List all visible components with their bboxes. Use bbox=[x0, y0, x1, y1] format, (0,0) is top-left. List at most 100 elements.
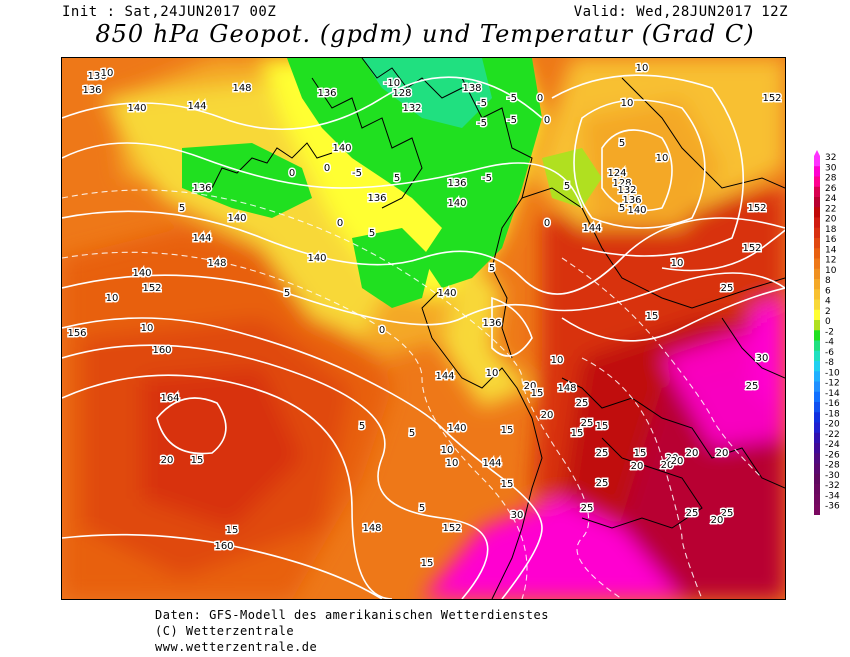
geopotential-label: 148 bbox=[232, 83, 251, 94]
legend-label: 12 bbox=[825, 256, 836, 266]
legend-label: -32 bbox=[825, 481, 840, 491]
legend-label: 8 bbox=[825, 276, 831, 286]
legend-swatch bbox=[814, 197, 820, 208]
geopotential-label: 138 bbox=[462, 83, 481, 94]
legend-swatch bbox=[814, 289, 820, 300]
geopotential-label: 144 bbox=[482, 458, 501, 469]
geopotential-label: 152 bbox=[142, 283, 161, 294]
weather-map: 136 136 140 144 148 136 140 136 140 144 140 148 140 1… bbox=[61, 57, 786, 600]
legend-label: 28 bbox=[825, 174, 837, 184]
legend-swatch bbox=[814, 156, 820, 167]
temperature-label: 25 bbox=[576, 398, 589, 409]
temperature-label: 25 bbox=[596, 478, 609, 489]
legend-label: -10 bbox=[825, 368, 840, 378]
legend-label: -4 bbox=[825, 338, 834, 348]
temperature-label: 20 bbox=[161, 455, 174, 466]
geopotential-label: 140 bbox=[307, 253, 326, 264]
copyright-notice: (C) Wetterzentrale bbox=[155, 624, 295, 638]
website-url: www.wetterzentrale.de bbox=[155, 640, 318, 654]
legend-swatch bbox=[814, 422, 820, 434]
legend-swatch bbox=[814, 279, 820, 290]
geopotential-label: 128 bbox=[392, 88, 411, 99]
legend-label: 26 bbox=[825, 184, 837, 194]
temperature-label: 20 bbox=[661, 460, 674, 471]
temperature-label: 10 bbox=[671, 258, 684, 269]
data-source-credit: Daten: GFS-Modell des amerikanischen Wet… bbox=[155, 608, 549, 622]
legend-label: -28 bbox=[825, 461, 840, 471]
legend-label: 2 bbox=[825, 307, 831, 317]
temperature-contours bbox=[62, 189, 763, 599]
temperature-label: 30 bbox=[756, 353, 769, 364]
geopotential-label: 140 bbox=[627, 205, 646, 216]
temperature-label: -5 bbox=[477, 118, 487, 129]
geopotential-label: 160 bbox=[152, 345, 171, 356]
geopotential-label: 140 bbox=[447, 198, 466, 209]
temperature-label: 20 bbox=[541, 410, 554, 421]
legend-swatch bbox=[814, 371, 820, 382]
geopotential-label: 152 bbox=[747, 203, 766, 214]
temperature-label: -5 bbox=[507, 115, 517, 126]
geopotential-label: 140 bbox=[132, 268, 151, 279]
geopotential-label: 144 bbox=[187, 101, 206, 112]
legend-swatch bbox=[814, 402, 820, 413]
legend-swatch bbox=[814, 309, 820, 321]
legend-swatch bbox=[814, 350, 820, 362]
geopotential-label: 156 bbox=[67, 328, 86, 339]
legend-label: -12 bbox=[825, 379, 840, 389]
legend-swatch bbox=[814, 340, 820, 352]
temperature-label: 15 bbox=[571, 428, 584, 439]
geopotential-label: 140 bbox=[437, 288, 456, 299]
legend-label: 16 bbox=[825, 235, 837, 245]
legend-swatch bbox=[814, 432, 820, 444]
geopotential-label: 136 bbox=[367, 193, 386, 204]
temperature-label: 0 bbox=[324, 163, 330, 174]
temperature-label: 10 bbox=[621, 98, 634, 109]
temperature-label: 10 bbox=[106, 293, 119, 304]
geopotential-label: 140 bbox=[227, 213, 246, 224]
geopotential-label: 124 bbox=[607, 168, 626, 179]
temperature-label: 15 bbox=[501, 425, 514, 436]
temperature-label: 5 bbox=[359, 421, 365, 432]
legend-swatch bbox=[814, 258, 820, 270]
geopotential-label: 152 bbox=[762, 93, 781, 104]
legend-swatch bbox=[814, 176, 820, 188]
geopotential-label: 160 bbox=[214, 541, 233, 552]
temperature-label: 0 bbox=[379, 325, 385, 336]
legend-label: -36 bbox=[825, 502, 840, 512]
coastlines bbox=[211, 58, 785, 599]
temperature-label: 5 bbox=[619, 138, 625, 149]
temperature-label: 10 bbox=[101, 68, 114, 79]
legend-swatch bbox=[814, 473, 820, 485]
legend-swatch bbox=[814, 248, 820, 259]
legend-swatch bbox=[814, 186, 820, 198]
legend-label: 32 bbox=[825, 153, 836, 163]
temperature-label: 20 bbox=[716, 448, 729, 459]
temperature-label: -10 bbox=[384, 78, 400, 89]
map-title: 850 hPa Geopot. (gpdm) und Temperatur (G… bbox=[95, 20, 755, 48]
geopotential-label: 144 bbox=[192, 233, 211, 244]
legend-label: -6 bbox=[825, 348, 834, 358]
geopotential-label: 132 bbox=[402, 103, 421, 114]
geopotential-label: 152 bbox=[442, 523, 461, 534]
legend-label: 24 bbox=[825, 194, 837, 204]
temperature-label: 20 bbox=[711, 515, 724, 526]
geopotential-label: 136 bbox=[82, 85, 101, 96]
temperature-label: 25 bbox=[721, 508, 734, 519]
temperature-label: -5 bbox=[507, 93, 517, 104]
legend-swatch bbox=[814, 207, 820, 218]
temperature-label: 25 bbox=[581, 503, 594, 514]
legend-label: -34 bbox=[825, 491, 840, 501]
temperature-label: 15 bbox=[226, 525, 239, 536]
legend-swatch bbox=[814, 504, 820, 516]
temperature-label: 10 bbox=[656, 153, 669, 164]
temperature-label: 5 bbox=[369, 228, 375, 239]
legend-swatch bbox=[814, 463, 820, 475]
geopotential-label: 148 bbox=[362, 523, 381, 534]
temperature-label: 15 bbox=[646, 311, 659, 322]
legend-colorbar: 32302826242220181614121086420-2-4-6-8-10… bbox=[814, 150, 840, 521]
legend-label: -26 bbox=[825, 450, 840, 460]
legend-swatch bbox=[814, 381, 820, 393]
temperature-label: 5 bbox=[394, 173, 400, 184]
temperature-label: -5 bbox=[477, 98, 487, 109]
temperature-label: 15 bbox=[421, 558, 434, 569]
